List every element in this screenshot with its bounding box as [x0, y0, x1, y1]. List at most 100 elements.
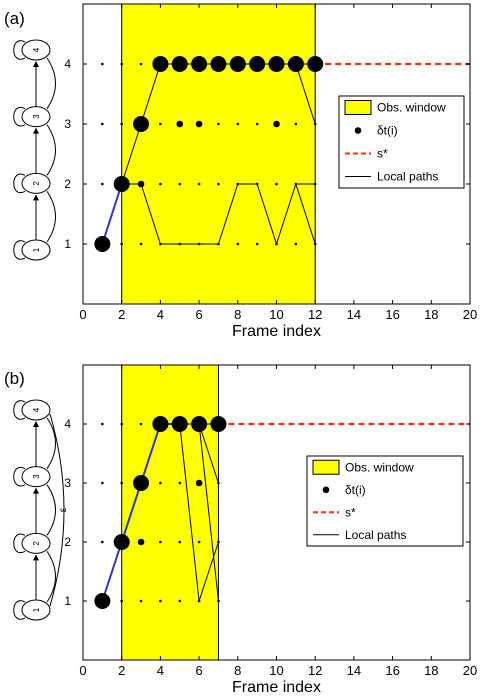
skip-transition-arrow [46, 551, 56, 603]
skip-transition-arrow [46, 191, 56, 243]
self-loop-arrow [13, 400, 26, 420]
grid-dot [139, 62, 143, 66]
state-node-label: 2 [32, 541, 41, 546]
grid-dot [139, 242, 143, 246]
state-node-label: 3 [32, 474, 41, 479]
local-path-line [198, 423, 219, 484]
delta-point-large [152, 416, 169, 432]
arrow-head [33, 487, 39, 494]
observation-window [121, 3, 316, 305]
x-tick-label: 12 [308, 663, 322, 678]
state-node-label: 4 [32, 407, 41, 412]
grid-dot [120, 422, 123, 426]
grid-dot [197, 540, 201, 544]
arrow-head [33, 194, 39, 201]
grid-dot [197, 182, 201, 186]
delta-point-large [94, 593, 111, 609]
local-path-line [121, 183, 316, 246]
delta-point-large [287, 56, 304, 72]
delta-point-large [210, 416, 227, 432]
state-node [21, 532, 51, 554]
legend: Obs. window δt(i) s* Local paths [338, 95, 465, 189]
x-tick-label: 14 [347, 307, 361, 322]
x-tick-label: 8 [234, 663, 241, 678]
grid-dot [159, 481, 162, 485]
x-axis-label: Frame index [232, 679, 321, 696]
skip-transition-arrow [46, 484, 56, 536]
legend-entry: δt(i) [345, 483, 366, 497]
x-tick-label: 18 [424, 307, 438, 322]
grid-dot [159, 599, 162, 603]
state-node [21, 466, 51, 488]
self-loop-arrow [13, 240, 26, 260]
legend-entry: Obs. window [377, 101, 446, 115]
state-node [21, 239, 51, 261]
self-loop-arrow [13, 600, 26, 620]
delta-point-large [113, 176, 130, 192]
delta-point-large [152, 56, 169, 72]
grid-dot [217, 122, 220, 126]
x-tick-label: 18 [424, 663, 438, 678]
legend-entry: Obs. window [345, 460, 414, 474]
x-tick-label: 0 [79, 663, 86, 678]
self-loop-arrow [13, 173, 26, 194]
grid-dot [101, 481, 104, 485]
skip-transition-arrow [46, 417, 56, 469]
y-tick-label: 1 [64, 594, 71, 608]
arrow-head [33, 127, 39, 134]
grid-dot [120, 122, 123, 126]
long-skip-arrow [49, 413, 65, 607]
delta-point-large [94, 236, 111, 252]
legend-swatch-window [344, 100, 372, 115]
state-node-label: 1 [32, 247, 41, 252]
state-node-label: 1 [32, 607, 41, 612]
grid-dot [101, 422, 104, 426]
grid-dot [139, 599, 143, 603]
skip-transition-arrow [46, 124, 56, 176]
grid-dot [255, 122, 259, 126]
delta-point-large [171, 416, 188, 432]
legend-entry: s* [345, 505, 356, 519]
state-node-label: 3 [32, 114, 41, 119]
grid-dot [120, 62, 123, 66]
x-tick-label: 12 [308, 307, 322, 322]
grid-dot [236, 242, 240, 246]
x-tick-label: 10 [269, 663, 283, 678]
legend-swatch-window [312, 459, 340, 475]
self-loop-arrow [13, 106, 26, 127]
y-tick-label: 4 [64, 57, 71, 71]
grid-dot [294, 242, 298, 246]
legend-entry: Local paths [377, 170, 438, 184]
x-tick-label: 6 [195, 663, 202, 678]
legend-entry: Local paths [345, 528, 406, 542]
x-tick-label: 6 [195, 307, 202, 322]
state-node [21, 106, 51, 128]
grid-dot [101, 62, 104, 66]
grid-dot [101, 122, 104, 126]
legend-entry: s* [377, 147, 388, 161]
x-tick-label: 4 [157, 663, 164, 678]
grid-dot [139, 422, 143, 426]
grid-dot [255, 242, 259, 246]
grid-dot [178, 540, 182, 544]
grid-dot [120, 242, 123, 246]
local-path-line [179, 423, 219, 602]
delta-point-medium [176, 120, 184, 128]
x-tick-label: 20 [463, 663, 477, 678]
grid-dot [294, 122, 298, 126]
y-tick-label: 3 [64, 117, 71, 131]
local-path-line [295, 63, 316, 125]
x-tick-label: 20 [463, 307, 477, 322]
delta-point-large [307, 56, 324, 72]
grid-dot [275, 182, 278, 186]
self-loop-arrow [13, 40, 26, 60]
delta-point-large [210, 56, 227, 72]
grid-dot [101, 540, 104, 544]
arrow-head [33, 421, 39, 427]
state-node [21, 172, 51, 194]
grid-dot [178, 481, 182, 485]
x-tick-label: 14 [347, 663, 361, 678]
delta-point-large [249, 56, 266, 72]
